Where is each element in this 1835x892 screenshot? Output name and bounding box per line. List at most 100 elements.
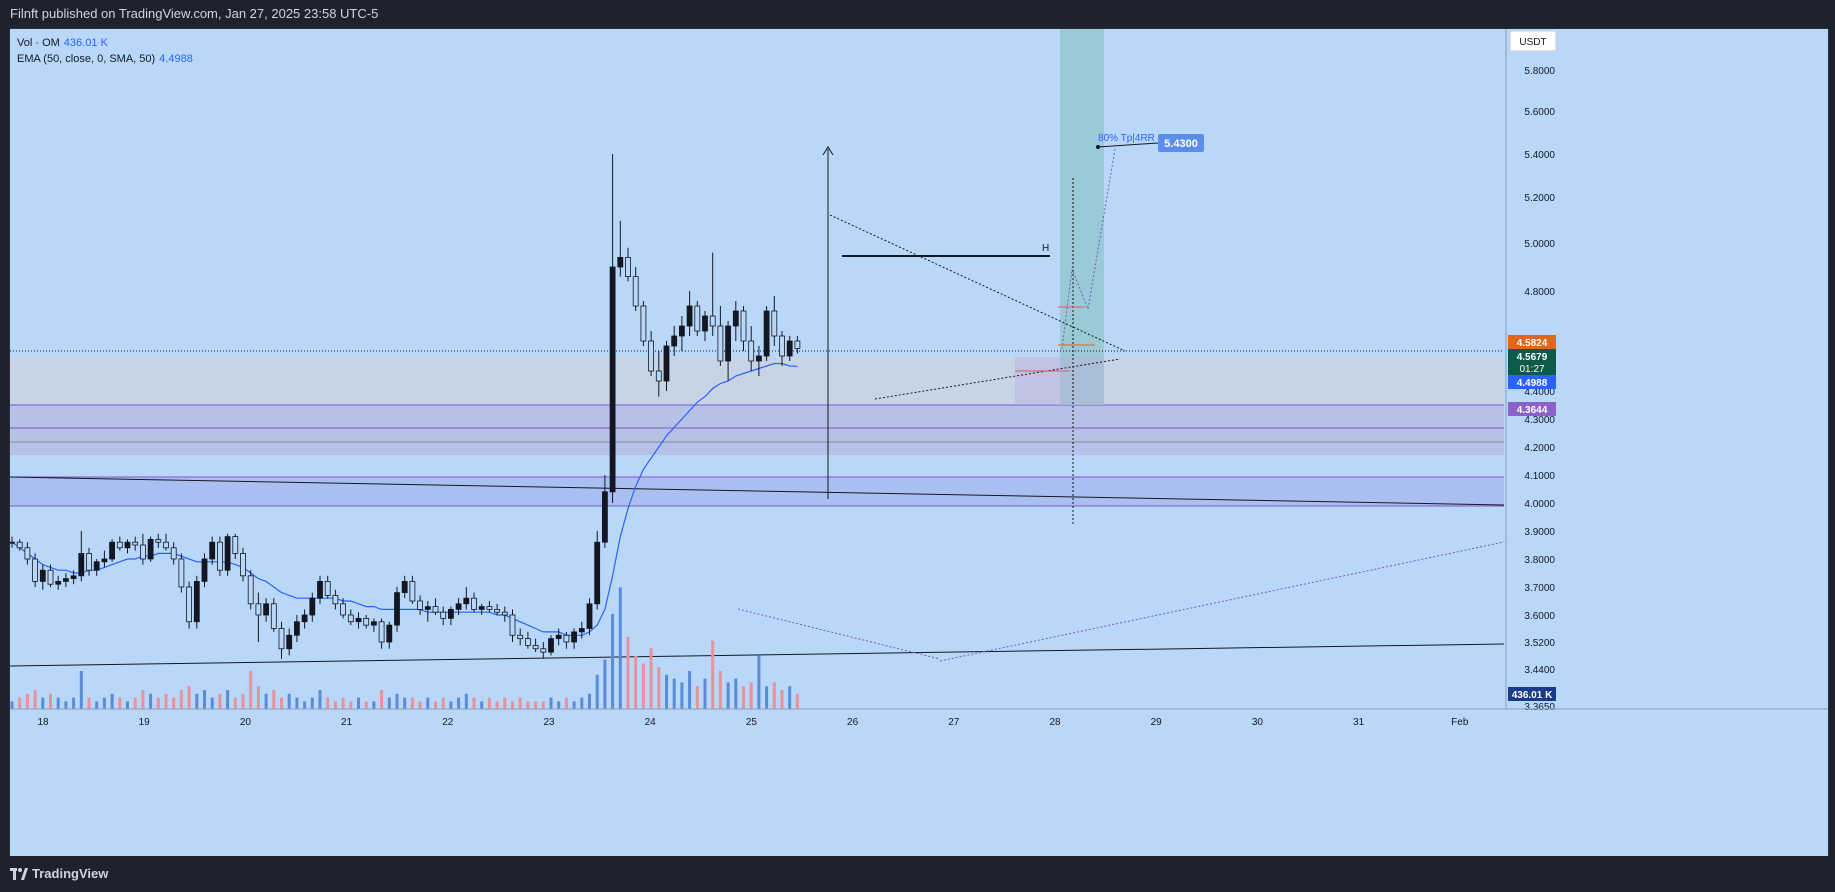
candle-body	[216, 541, 223, 571]
volume-bar	[41, 697, 45, 709]
volume-bar	[87, 697, 91, 709]
volume-bar	[133, 697, 137, 709]
candle-body	[671, 335, 678, 347]
trendline	[9, 643, 1505, 667]
price-label-value: 4.5824	[1517, 338, 1548, 349]
candle-body	[648, 340, 654, 372]
volume-bar	[326, 697, 330, 709]
candle-body	[363, 617, 370, 626]
candle-body	[63, 578, 69, 582]
time-tick-label: 27	[948, 717, 960, 728]
volume-bar	[749, 682, 753, 709]
volume-bar	[264, 693, 268, 709]
candle-body	[609, 266, 616, 493]
volume-bar	[333, 701, 337, 709]
tradingview-logo-icon[interactable]	[10, 868, 28, 880]
time-tick-label: 31	[1353, 717, 1365, 728]
tradingview-brand[interactable]: TradingView	[32, 866, 109, 881]
volume-bar	[218, 693, 222, 709]
candle-body	[378, 621, 385, 643]
candle-body	[732, 310, 739, 327]
candle-body	[748, 340, 755, 362]
candle-body	[478, 606, 485, 610]
price-tick-label: 4.0000	[1524, 499, 1555, 510]
candle-body	[193, 581, 200, 623]
price-tick-label: 3.9000	[1524, 527, 1555, 538]
price-tick-label: 3.3650	[1524, 702, 1555, 713]
candle-body	[355, 617, 362, 623]
candle-body	[293, 621, 300, 636]
volume-bar	[795, 693, 799, 709]
target-note: 80% Tp|4RR	[1098, 133, 1155, 144]
chart-area[interactable]: H 80% Tp|4RR 5.4300 USDT 5.8000 5.6000 5.4000 5…	[9, 28, 1829, 858]
volume-bar	[141, 690, 145, 709]
volume-bar	[680, 682, 684, 709]
indicator-legend: Vol · OM 436.01 K EMA (50, close, 0, SMA…	[17, 35, 193, 67]
candle-body	[602, 491, 608, 543]
candle-body	[509, 614, 516, 636]
candle-body	[155, 538, 162, 543]
projection-path	[1061, 148, 1116, 350]
candle-body	[501, 611, 508, 616]
volume-bar	[310, 697, 314, 709]
volume-legend[interactable]: Vol · OM 436.01 K	[17, 35, 193, 51]
candle-body	[586, 603, 593, 629]
volume-bar	[387, 697, 391, 709]
candle-body	[324, 581, 331, 596]
candle-body	[548, 638, 554, 653]
volume-bar	[126, 701, 129, 709]
volume-bar	[734, 678, 738, 709]
time-tick-label: 18	[37, 717, 49, 728]
volume-bar	[72, 697, 76, 709]
candle-body	[740, 310, 747, 342]
candle-body	[555, 634, 562, 640]
volume-bar	[410, 697, 414, 709]
time-tick-label: 29	[1151, 717, 1163, 728]
candle-body	[32, 558, 39, 582]
volume-bar	[341, 697, 345, 709]
candle-body	[779, 335, 785, 357]
candle-body	[263, 603, 270, 616]
volume-bar	[480, 701, 484, 709]
volume-bar	[449, 701, 453, 709]
volume-bar	[156, 697, 160, 709]
volume-bar	[580, 697, 584, 709]
candle-body	[578, 628, 585, 633]
stop-box	[1015, 357, 1104, 405]
time-tick-label: 23	[543, 717, 555, 728]
volume-legend-value: 436.01 K	[63, 37, 108, 49]
candle-body	[471, 597, 477, 610]
volume-bar	[287, 693, 291, 709]
volume-bar	[626, 636, 630, 709]
ema-legend[interactable]: EMA (50, close, 0, SMA, 50) 4.4988	[17, 51, 193, 67]
candle-body	[55, 581, 62, 585]
candle-body	[640, 305, 647, 342]
candle-body	[78, 553, 85, 577]
candle-body	[232, 536, 239, 554]
volume-bar	[272, 690, 276, 709]
price-label-value: 4.3644	[1517, 405, 1548, 416]
candle-body	[70, 575, 77, 579]
volume-bar	[511, 701, 514, 709]
price-chart[interactable]: H 80% Tp|4RR 5.4300 USDT 5.8000 5.6000 5.4000 5…	[9, 29, 1828, 857]
volume-bar	[25, 693, 29, 709]
candle-body	[270, 603, 277, 629]
price-tick-label: 4.3000	[1524, 415, 1555, 426]
candle-body	[786, 340, 793, 357]
price-label-badge	[1508, 335, 1556, 349]
candle-body	[440, 611, 447, 619]
candle-body	[178, 558, 185, 588]
volume-bar	[657, 667, 661, 709]
volume-bar	[118, 697, 122, 709]
candle-body	[347, 614, 354, 623]
time-tick-label: 30	[1252, 717, 1264, 728]
resistance-zone	[10, 357, 1504, 405]
volume-bar	[10, 701, 14, 709]
candle-body	[370, 621, 377, 626]
candle-body	[340, 603, 347, 616]
trendline-dotted	[737, 608, 941, 660]
volume-bar	[641, 663, 645, 709]
candle-body	[247, 575, 254, 605]
candle-body	[332, 595, 339, 605]
candle-body	[47, 569, 54, 585]
